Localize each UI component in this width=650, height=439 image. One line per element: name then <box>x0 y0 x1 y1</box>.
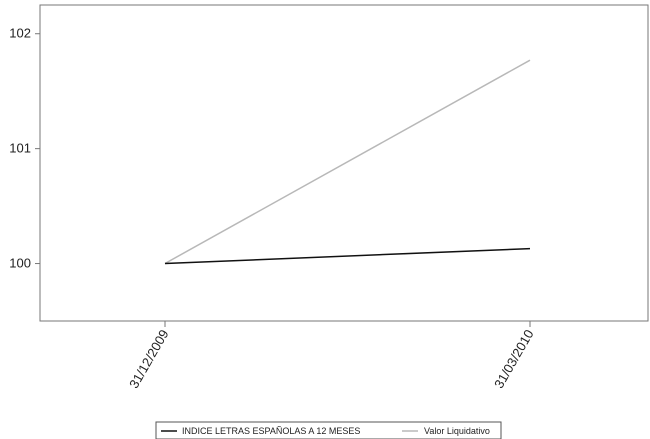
legend-label-series-2: Valor Liquidativo <box>424 426 490 436</box>
series-line-2 <box>164 59 531 265</box>
legend-frame <box>155 421 502 439</box>
series-layer <box>164 59 531 265</box>
x-tick-label-0: 31/12/2009 <box>126 327 172 391</box>
y-axis: 100 101 102 <box>9 26 40 271</box>
x-tick-label-1: 31/03/2010 <box>491 327 537 391</box>
y-tick-label-101: 101 <box>9 141 31 156</box>
plot-area-frame <box>39 4 649 322</box>
series-line-1 <box>164 247 531 265</box>
y-tick-label-102: 102 <box>9 26 31 41</box>
x-axis: 31/12/2009 31/03/2010 <box>126 321 537 391</box>
legend-label-series-1: INDICE LETRAS ESPAÑOLAS A 12 MESES <box>182 426 360 436</box>
legend: INDICE LETRAS ESPAÑOLAS A 12 MESES Valor… <box>155 421 502 439</box>
y-tick-label-100: 100 <box>9 256 31 271</box>
